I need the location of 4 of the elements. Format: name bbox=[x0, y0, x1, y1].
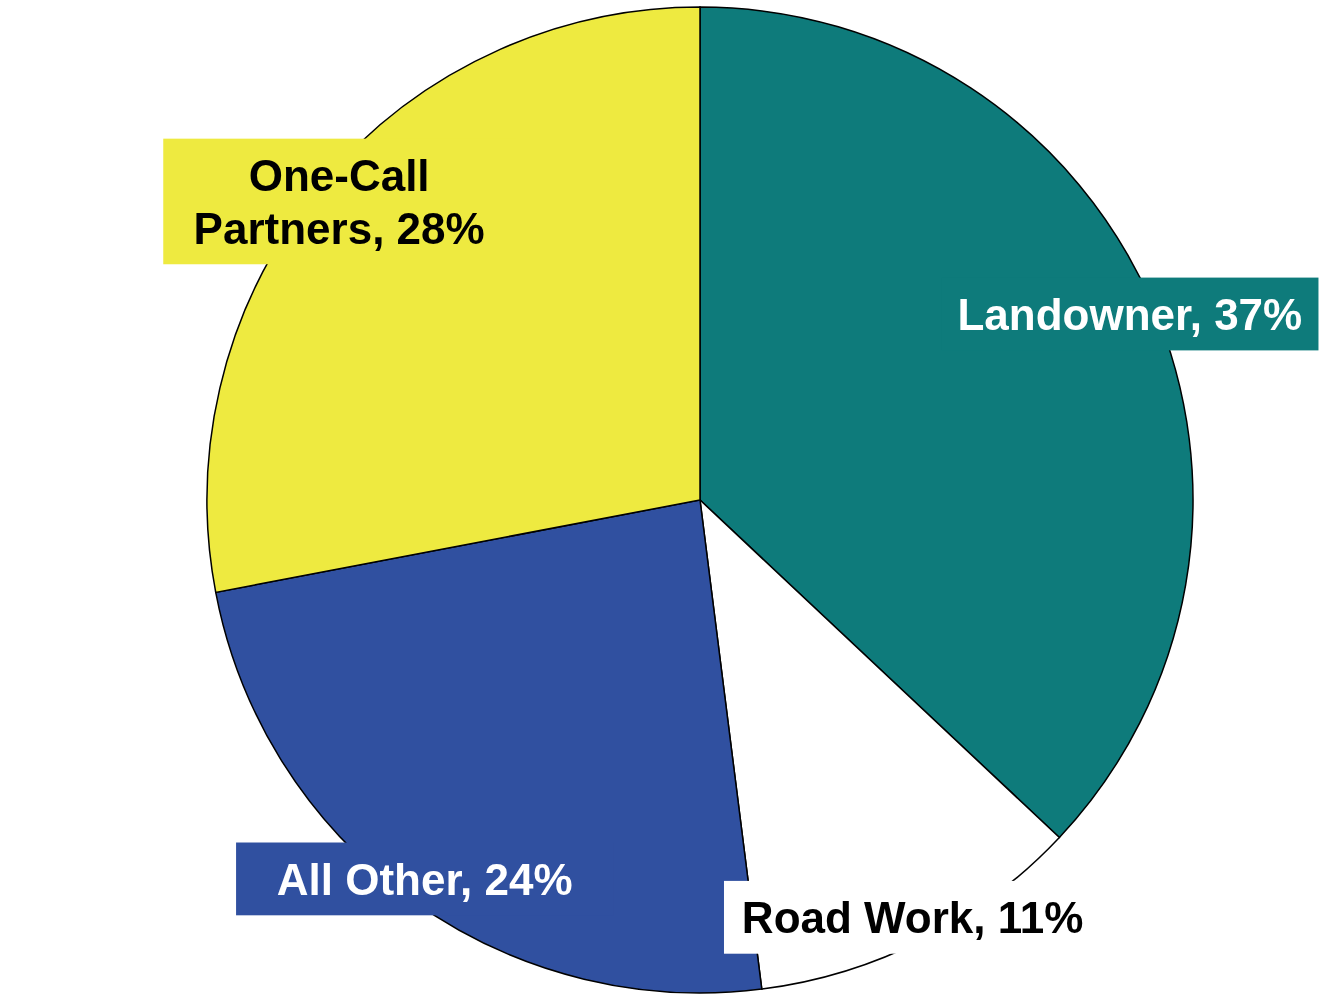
slice-label: Road Work, 11% bbox=[741, 892, 1084, 942]
slice-label: Landowner, 37% bbox=[957, 289, 1303, 339]
slice-label: All Other, 24% bbox=[276, 854, 573, 904]
slice-label: One-Call Partners, 28% bbox=[193, 150, 485, 253]
